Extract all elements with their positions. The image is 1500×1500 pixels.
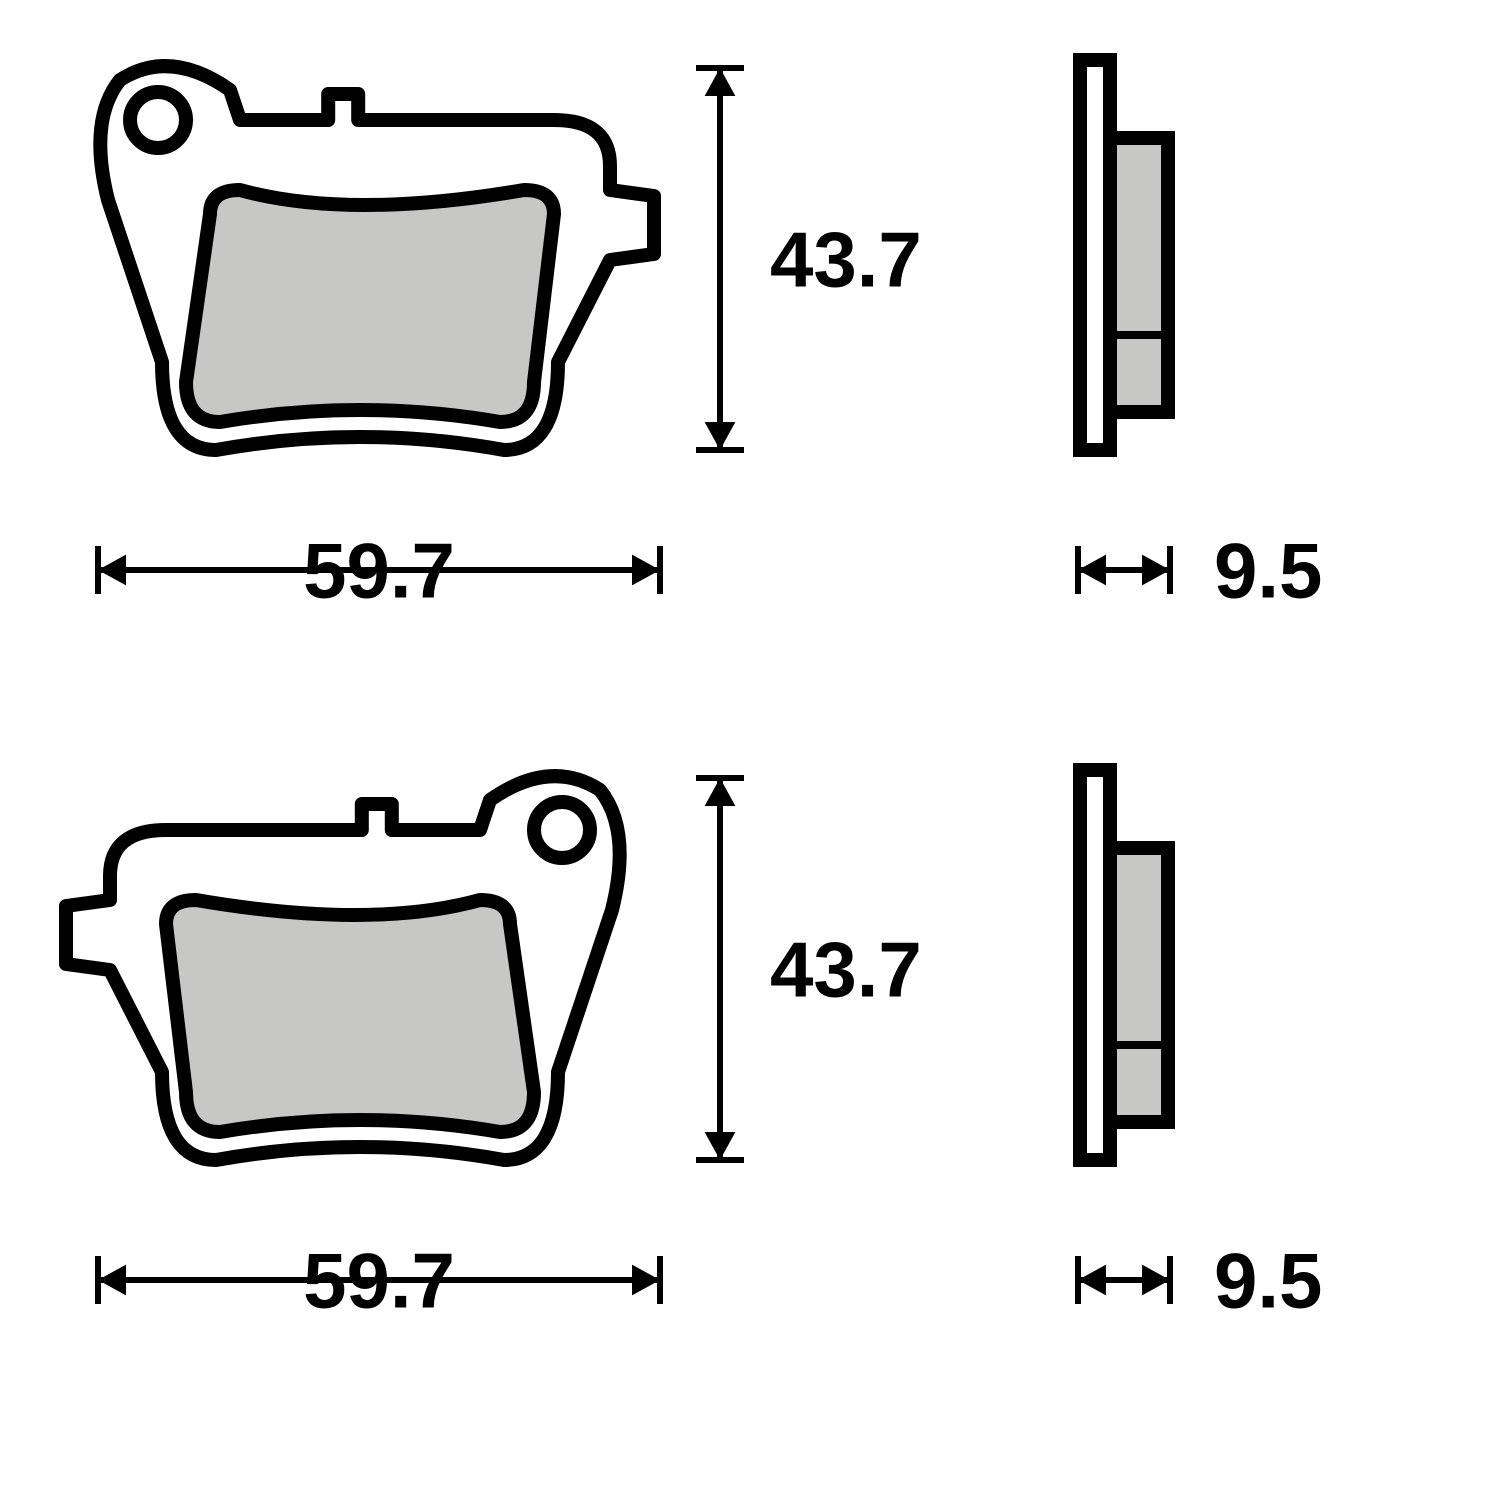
dimension-label: 9.5 xyxy=(1214,1236,1322,1324)
dimension-label: 43.7 xyxy=(770,215,922,303)
dimension-label: 59.7 xyxy=(303,526,455,614)
brake-pad-front-view-top xyxy=(100,66,654,450)
friction-material xyxy=(186,190,554,422)
dimension-label: 43.7 xyxy=(770,925,922,1013)
dimension-label: 9.5 xyxy=(1214,526,1322,614)
dimension-label: 59.7 xyxy=(303,1236,455,1324)
brake-pad-front-view-bottom xyxy=(66,776,620,1160)
brake-pad-side-view xyxy=(1080,770,1168,1160)
friction-material xyxy=(166,900,534,1132)
brake-pad-side-view xyxy=(1080,60,1168,450)
